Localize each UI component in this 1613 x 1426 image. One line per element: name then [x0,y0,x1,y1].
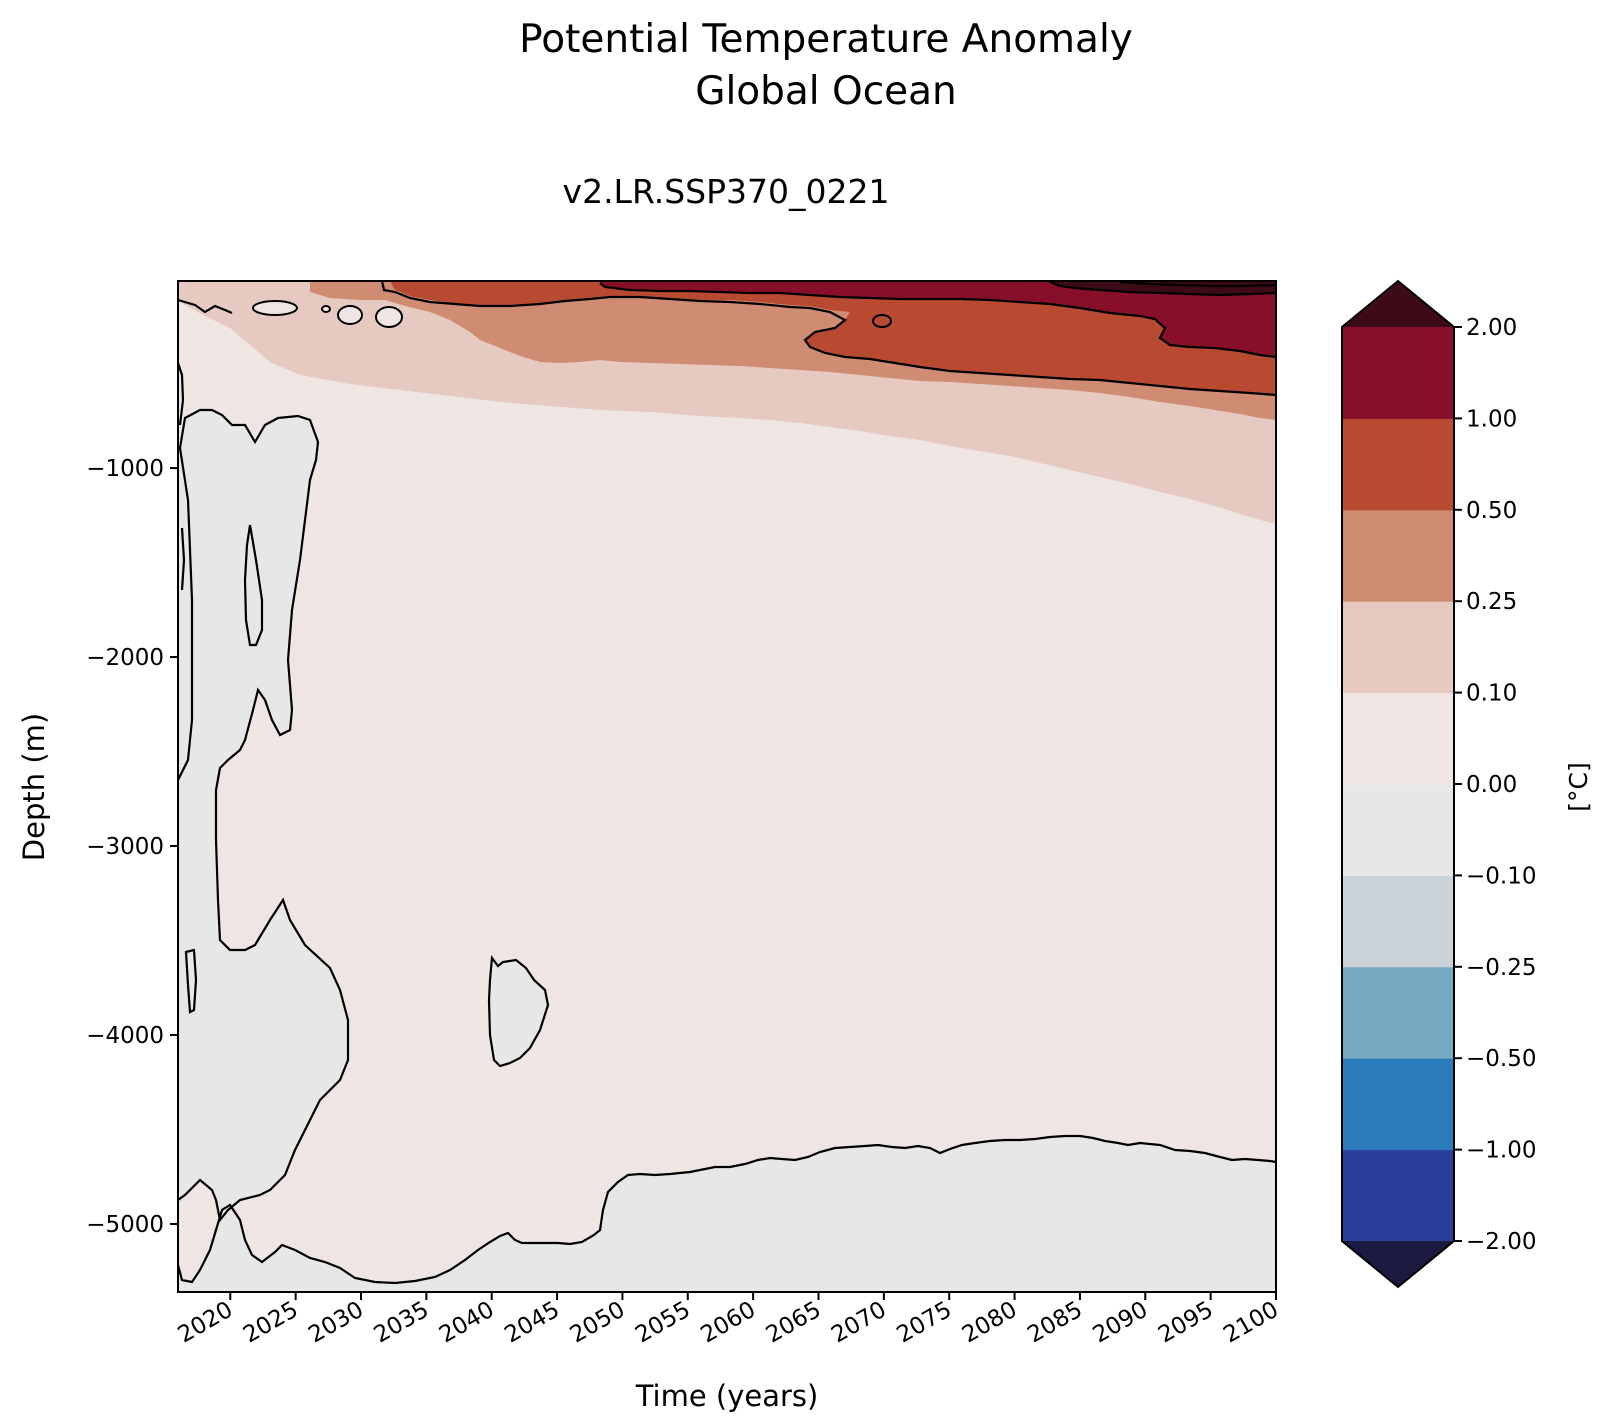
chart-subtitle: v2.LR.SSP370_0221 [563,172,890,211]
colorbar-segment [1342,327,1454,419]
x-tick-label: 2030 [304,1297,368,1349]
colorbar-tick-label: 0.10 [1466,681,1517,707]
colorbar-segment [1342,692,1454,785]
x-tick-label: 2050 [566,1297,630,1349]
colorbar-tick-label: −0.25 [1466,955,1536,981]
y-axis-label: Depth (m) [17,713,51,861]
band-above-2.00 [1050,281,1276,294]
colorbar-tick-label: 0.25 [1466,589,1517,615]
contour-left-edge [178,447,194,781]
y-tick-label: −4000 [86,1023,164,1049]
x-tick-label: 2045 [500,1297,564,1349]
contour-left-column [178,408,350,1223]
x-tick-label: 2100 [1219,1297,1283,1349]
surface-patch-3 [375,306,403,328]
x-tick-label: 2085 [1023,1297,1087,1349]
band-neg0.10-0.00-left-column [178,410,348,1220]
colorbar-tick-label: 1.00 [1466,406,1517,432]
contour-surface-1 [178,298,233,315]
chart-title-line1: Potential Temperature Anomaly [519,17,1133,62]
contour-blob-2041 [487,955,550,1068]
plot-area [178,281,1276,1292]
colorbar-tick-label: −0.50 [1466,1046,1536,1072]
contour-lines [178,281,1276,1285]
colorbar-segment [1342,601,1454,694]
x-tick-label: 2070 [827,1297,891,1349]
colorbar-extend-high [1342,281,1454,327]
x-tick-label: 2080 [958,1297,1022,1349]
x-tick-label: 2075 [893,1297,957,1349]
x-axis-label: Time (years) [635,1379,819,1413]
colorbar-segment [1342,875,1454,968]
surface-patch-2 [337,305,363,325]
x-tick-label: 2065 [762,1297,826,1349]
colorbar-segment [1342,784,1454,876]
x-tick-label: 2090 [1089,1297,1153,1349]
contour-bottom-left [178,1134,1276,1285]
y-tick-label: −1000 [86,456,164,482]
colorbar-segment [1342,1058,1454,1151]
colorbar-tick-label: 0.50 [1466,498,1517,524]
colorbar-tick-label: 0.00 [1466,772,1517,798]
contour-2.00-b [1119,281,1276,288]
colorbar-tick-label: 2.00 [1466,315,1517,341]
x-tick-label: 2055 [631,1297,695,1349]
colorbar-segment [1342,966,1454,1059]
x-tick-label: 2060 [696,1297,760,1349]
surface-patch-5 [872,314,892,328]
band-0.50-1.00 [390,281,1276,395]
colorbar-segment [1342,1149,1454,1242]
contour-inner-loop [243,524,264,647]
y-tick-label: −2000 [86,645,164,671]
chart-title-line2: Global Ocean [695,69,957,114]
x-tick-label: 2040 [435,1297,499,1349]
contour-mid-left [180,527,186,591]
y-tick-label: −5000 [86,1212,164,1238]
colorbar: −2.00 −1.00 −0.50 −0.25 −0.10 0.00 0.10 0.25 0.5… [1341,279,1536,1289]
x-tick-label: 2020 [174,1297,238,1349]
colorbar-label: [°C] [1564,762,1593,811]
colorbar-extend-low [1342,1241,1454,1287]
x-tick-label: 2025 [239,1297,303,1349]
plot-frame [177,280,1277,1293]
surface-patch-4 [321,305,331,313]
contour-1.00 [599,282,1276,359]
band-1.00-2.00 [600,281,1276,356]
colorbar-tick-label: −2.00 [1466,1229,1536,1255]
contour-0.50 [380,281,1276,397]
colorbar-segment [1342,509,1454,602]
colorbar-tick-label: −1.00 [1466,1138,1536,1164]
band-neg0.10-0.00-bottom [178,1136,1276,1292]
y-axis: −1000 −2000 −3000 −4000 −5000 [86,456,178,1238]
contour-2.00 [1049,281,1276,297]
contour-small-loop [184,948,198,1014]
contour-left-edge-upper [178,362,185,426]
x-axis: 2020 2025 2030 2035 2040 2045 2050 2055 2060 2065… [174,1292,1283,1348]
x-tick-label: 2095 [1154,1297,1218,1349]
colorbar-tick-label: −0.10 [1466,863,1536,889]
contour-bottom-left-edge [178,1178,218,1201]
colorbar-segment [1342,418,1454,511]
x-tick-label: 2035 [370,1297,434,1349]
band-neg0.10-0.00-blob-2041 [489,958,548,1066]
y-tick-label: −3000 [86,834,164,860]
surface-patch-1 [252,300,298,316]
